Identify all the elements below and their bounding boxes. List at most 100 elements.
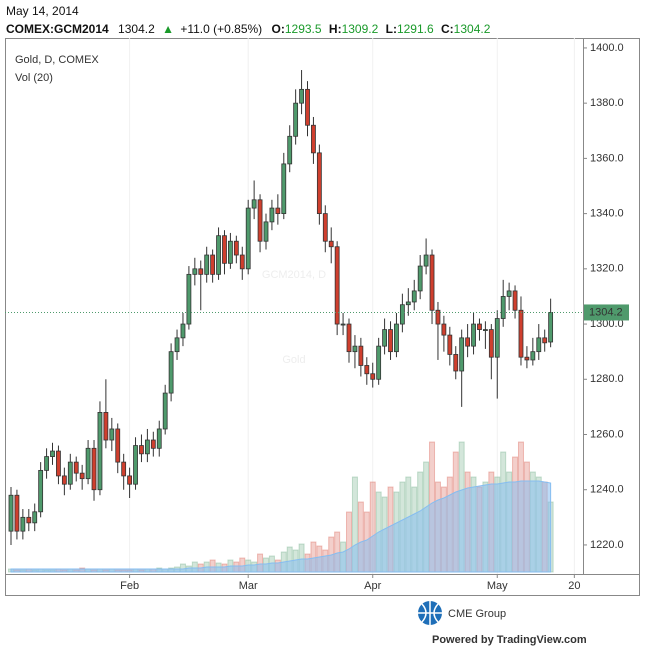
candle-body — [44, 456, 49, 471]
candle-body — [263, 221, 269, 242]
candle-body — [334, 246, 340, 325]
candle-body — [340, 323, 346, 326]
candle-body — [257, 199, 263, 242]
candle-body — [328, 240, 334, 248]
candle-body — [358, 345, 364, 366]
candle-body — [293, 102, 299, 137]
candle-body — [245, 207, 251, 270]
candle-body — [417, 265, 423, 292]
candle-body — [394, 323, 399, 353]
chart-title: Gold, D, COMEX — [15, 54, 99, 66]
y-tick-label: 1280.0 — [590, 373, 624, 385]
y-tick-label: 1220.0 — [590, 539, 624, 551]
candle-body — [115, 428, 121, 463]
last-price-label: 1304.2 — [589, 306, 623, 318]
candle-body — [500, 296, 506, 319]
candle-body — [73, 461, 79, 474]
candle-body — [405, 301, 411, 306]
quote-line: COMEX:GCM2014 1304.2 ▲ +11.0 (+0.85%) O:… — [6, 22, 491, 36]
open-label: O: — [272, 22, 285, 36]
candle-body — [210, 254, 216, 275]
candle-body — [150, 439, 156, 449]
candle-body — [38, 469, 44, 513]
last-price: 1304.2 — [118, 22, 155, 36]
candle-body — [453, 354, 459, 372]
watermark: Gold — [282, 354, 305, 366]
open-value: 1293.5 — [285, 22, 322, 36]
candle-body — [512, 290, 518, 311]
date: May 14, 2014 — [6, 4, 79, 18]
candle-body — [50, 450, 55, 457]
candle-body — [91, 447, 97, 491]
candle-body — [139, 445, 144, 455]
low-value: 1291.6 — [397, 22, 434, 36]
candle-body — [26, 516, 32, 524]
candle-body — [346, 323, 352, 353]
candle-body — [14, 494, 20, 532]
candle-body — [477, 323, 482, 330]
cme-logo — [418, 601, 442, 625]
candle-body — [305, 88, 310, 126]
candle-body — [20, 516, 26, 532]
y-tick-label: 1300.0 — [590, 318, 624, 330]
candle-body — [376, 345, 382, 380]
y-tick-label: 1260.0 — [590, 428, 624, 440]
brand: CME Group — [448, 608, 506, 620]
chart-frame — [5, 38, 640, 596]
high-value: 1309.2 — [342, 22, 379, 36]
candle-body — [186, 273, 192, 325]
candle-body — [168, 351, 174, 394]
candle-body — [281, 163, 287, 215]
candle-body — [97, 412, 103, 491]
y-tick-label: 1240.0 — [590, 484, 624, 496]
volume-ma-area — [10, 480, 552, 573]
candle-body — [322, 213, 328, 242]
candle-body — [85, 447, 91, 480]
watermark: GCM2014, D — [262, 269, 326, 281]
candle-body — [103, 412, 109, 441]
candle-body — [133, 445, 138, 485]
candle-body — [382, 329, 387, 347]
candle-body — [494, 318, 500, 358]
candle-body — [32, 511, 38, 524]
candle-body — [222, 235, 227, 264]
candle-body — [530, 351, 536, 361]
high-label: H: — [329, 22, 342, 36]
y-tick-label: 1400.0 — [590, 42, 624, 54]
y-tick-label: 1380.0 — [590, 97, 624, 109]
x-tick-label: Mar — [239, 580, 258, 592]
x-tick-label: 20 — [568, 580, 580, 592]
candle-body — [216, 235, 221, 275]
candle-body — [352, 345, 358, 353]
candle-body — [109, 428, 115, 441]
candle-body — [162, 392, 168, 430]
candle-body — [299, 88, 304, 104]
candle-body — [239, 254, 245, 270]
candle-body — [370, 373, 376, 380]
close-label: C: — [441, 22, 454, 36]
change: +11.0 (+0.85%) — [180, 22, 262, 36]
candle-body — [441, 323, 447, 336]
powered-by: Powered by TradingView.com — [432, 634, 587, 646]
last-price-tag — [584, 304, 629, 321]
x-tick-label: Apr — [364, 580, 381, 592]
candle-body — [180, 323, 186, 339]
candle-body — [198, 268, 204, 275]
y-tick-label: 1360.0 — [590, 152, 624, 164]
low-label: L: — [386, 22, 397, 36]
candle-body — [536, 337, 542, 353]
candle-body — [423, 254, 429, 267]
candle-body — [429, 254, 435, 311]
y-tick-label: 1340.0 — [590, 208, 624, 220]
candle-body — [388, 329, 393, 353]
candle-body — [67, 461, 73, 485]
candle-body — [61, 475, 67, 485]
candle-body — [488, 329, 494, 358]
candle-body — [435, 309, 441, 325]
candle-body — [518, 309, 524, 358]
candle-body — [364, 365, 370, 375]
candle-body — [144, 439, 150, 455]
candle-body — [269, 207, 275, 223]
volume-legend: Vol (20) — [15, 72, 53, 84]
candle-body — [471, 323, 476, 347]
